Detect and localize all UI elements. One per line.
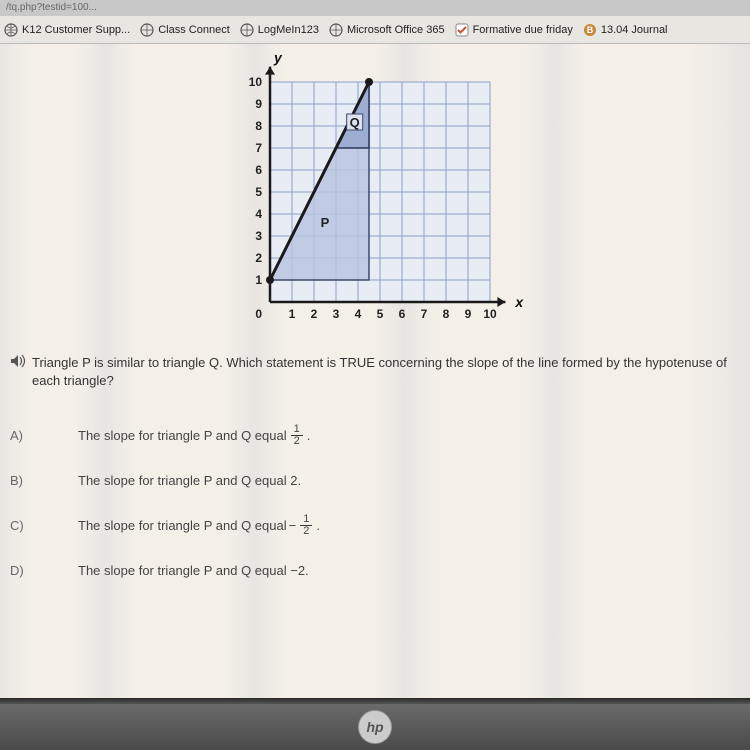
option-suffix: . [307,428,311,443]
option-d[interactable]: D) The slope for triangle P and Q equal … [10,563,320,578]
option-text: The slope for triangle P and Q equal − 1… [78,514,320,537]
svg-text:B: B [587,25,594,35]
svg-text:7: 7 [255,141,262,155]
option-b[interactable]: B) The slope for triangle P and Q equal … [10,473,320,488]
audio-icon[interactable] [10,354,26,371]
bookmark-label: Class Connect [158,24,230,36]
svg-text:10: 10 [483,307,497,321]
bookmark-label: K12 Customer Supp... [22,24,130,36]
svg-text:2: 2 [311,307,318,321]
option-text: The slope for triangle P and Q equal 2. [78,473,301,488]
bookmark-label: Microsoft Office 365 [347,24,445,36]
bookmark-journal[interactable]: B 13.04 Journal [583,23,668,37]
svg-text:5: 5 [377,307,384,321]
option-a[interactable]: A) The slope for triangle P and Q equal … [10,424,320,447]
globe-icon [4,23,18,37]
option-c[interactable]: C) The slope for triangle P and Q equal … [10,514,320,537]
check-icon [455,23,469,37]
svg-text:3: 3 [333,307,340,321]
svg-text:3: 3 [255,229,262,243]
svg-text:6: 6 [255,163,262,177]
globe-icon [240,23,254,37]
bookmark-label: Formative due friday [473,24,573,36]
option-text: The slope for triangle P and Q equal −2. [78,563,309,578]
svg-text:6: 6 [399,307,406,321]
svg-text:y: y [273,52,283,66]
bookmark-formative[interactable]: Formative due friday [455,23,573,37]
svg-text:2: 2 [255,251,262,265]
bookmark-label: 13.04 Journal [601,24,668,36]
fraction: 12 [300,514,312,537]
svg-text:5: 5 [255,185,262,199]
option-prefix: The slope for triangle P and Q equal [78,428,287,443]
svg-text:1: 1 [289,307,296,321]
svg-text:0: 0 [255,307,262,321]
chart-svg: 1 1 2 2 3 3 4 4 5 5 6 6 7 7 8 8 9 9 10 10 0 x y P Q [230,52,530,342]
globe-icon [329,23,343,37]
option-letter: A) [10,428,38,443]
laptop-bezel: hp [0,704,750,750]
svg-text:4: 4 [355,307,362,321]
fraction: 12 [291,424,303,447]
circle-b-icon: B [583,23,597,37]
option-letter: C) [10,518,38,533]
url-bar: /tq.php?testid=100... [0,0,750,16]
svg-text:9: 9 [255,97,262,111]
bookmark-label: LogMeIn123 [258,24,319,36]
neg-sign: − [289,518,297,533]
globe-icon [140,23,154,37]
svg-text:4: 4 [255,207,262,221]
question-text: Triangle P is similar to triangle Q. Whi… [32,354,740,390]
bookmark-office365[interactable]: Microsoft Office 365 [329,23,445,37]
svg-text:10: 10 [249,75,263,89]
option-prefix: The slope for triangle P and Q equal [78,518,287,533]
svg-text:7: 7 [421,307,428,321]
svg-text:9: 9 [465,307,472,321]
option-text: The slope for triangle P and Q equal 12 … [78,424,310,447]
coordinate-chart: 1 1 2 2 3 3 4 4 5 5 6 6 7 7 8 8 9 9 10 10 0 x y P Q [230,52,530,342]
question-row: Triangle P is similar to triangle Q. Whi… [10,354,740,390]
content-area: 11223344556677889910100xyPQ Triangle P i… [0,44,750,704]
answer-options: A) The slope for triangle P and Q equal … [10,424,320,604]
option-letter: D) [10,563,38,578]
svg-text:P: P [321,215,330,230]
svg-text:1: 1 [255,273,262,287]
svg-text:Q: Q [350,115,360,130]
hp-logo: hp [358,710,392,744]
svg-text:8: 8 [443,307,450,321]
option-letter: B) [10,473,38,488]
svg-text:8: 8 [255,119,262,133]
bookmarks-bar: K12 Customer Supp... Class Connect LogMe… [0,16,750,44]
svg-text:x: x [514,294,524,310]
option-suffix: . [316,518,320,533]
bookmark-class-connect[interactable]: Class Connect [140,23,230,37]
bookmark-logmein[interactable]: LogMeIn123 [240,23,319,37]
bookmark-k12[interactable]: K12 Customer Supp... [4,23,130,37]
